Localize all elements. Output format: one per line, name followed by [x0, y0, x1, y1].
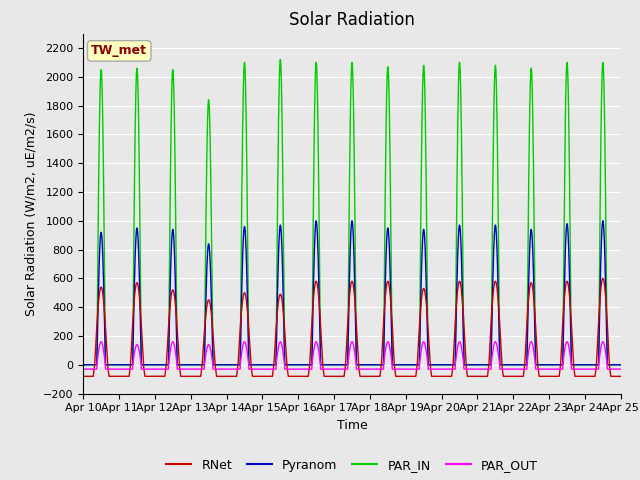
Text: TW_met: TW_met	[92, 44, 147, 58]
X-axis label: Time: Time	[337, 419, 367, 432]
Y-axis label: Solar Radiation (W/m2, uE/m2/s): Solar Radiation (W/m2, uE/m2/s)	[24, 111, 37, 316]
Legend: RNet, Pyranom, PAR_IN, PAR_OUT: RNet, Pyranom, PAR_IN, PAR_OUT	[161, 454, 543, 477]
Title: Solar Radiation: Solar Radiation	[289, 11, 415, 29]
